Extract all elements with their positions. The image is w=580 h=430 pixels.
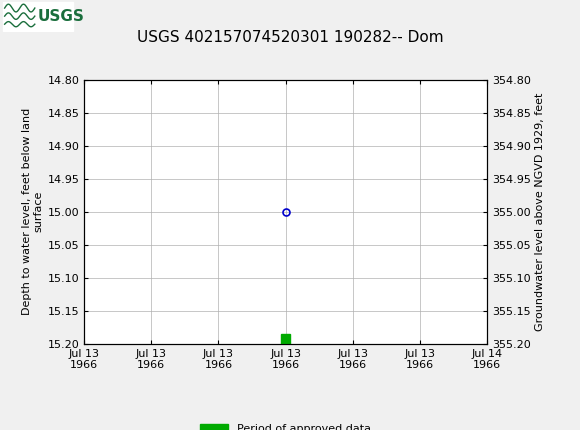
- Y-axis label: Groundwater level above NGVD 1929, feet: Groundwater level above NGVD 1929, feet: [535, 92, 545, 331]
- FancyBboxPatch shape: [3, 2, 72, 31]
- Text: USGS 402157074520301 190282-- Dom: USGS 402157074520301 190282-- Dom: [137, 30, 443, 45]
- Y-axis label: Depth to water level, feet below land
surface: Depth to water level, feet below land su…: [21, 108, 43, 315]
- Legend: Period of approved data: Period of approved data: [196, 420, 375, 430]
- Text: USGS: USGS: [38, 9, 85, 24]
- Bar: [281, 334, 290, 346]
